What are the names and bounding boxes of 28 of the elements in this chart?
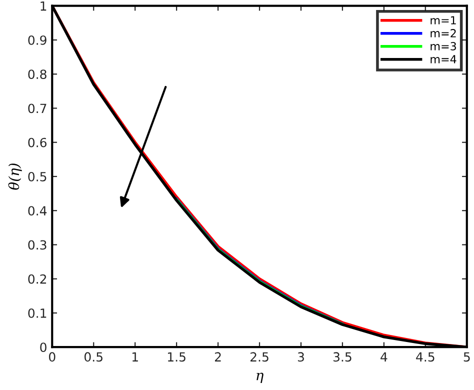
y-tick-label: 0.7	[28, 104, 46, 114]
y-tick-label: 0.5	[28, 172, 46, 182]
y-tick-label: 0.3	[28, 240, 46, 250]
x-axis-title: η	[256, 372, 264, 384]
y-tick-label: 0	[40, 342, 46, 352]
x-tick-label: 2.5	[250, 352, 268, 362]
y-tick-label: 0.9	[28, 35, 46, 45]
y-tick-label: 0.1	[28, 308, 46, 318]
y-tick-label: 0.6	[28, 138, 46, 148]
y-tick-label: 0.8	[28, 70, 46, 80]
y-tick-label: 0.2	[28, 274, 46, 284]
x-tick-label: 5	[464, 352, 470, 362]
legend-label: m=4	[430, 55, 456, 64]
x-tick-label: 1	[132, 352, 138, 362]
x-tick-label: 0	[48, 352, 56, 362]
y-axis-title: θ(η)	[8, 164, 22, 190]
x-tick-label: 4	[380, 352, 388, 362]
x-tick-label: 3.5	[333, 352, 352, 362]
x-tick-label: 2	[214, 352, 221, 362]
legend-label: m=3	[430, 42, 456, 50]
x-tick-label: 3	[298, 352, 304, 362]
x-tick-label: 0.5	[84, 352, 102, 362]
y-tick-label: 1	[40, 1, 46, 11]
legend-label: m=2	[430, 29, 456, 38]
x-tick-label: 4.5	[416, 352, 434, 362]
x-tick-label: 1.5	[168, 352, 186, 362]
legend-label: m=1	[430, 16, 456, 24]
y-tick-label: 0.4	[28, 206, 47, 216]
